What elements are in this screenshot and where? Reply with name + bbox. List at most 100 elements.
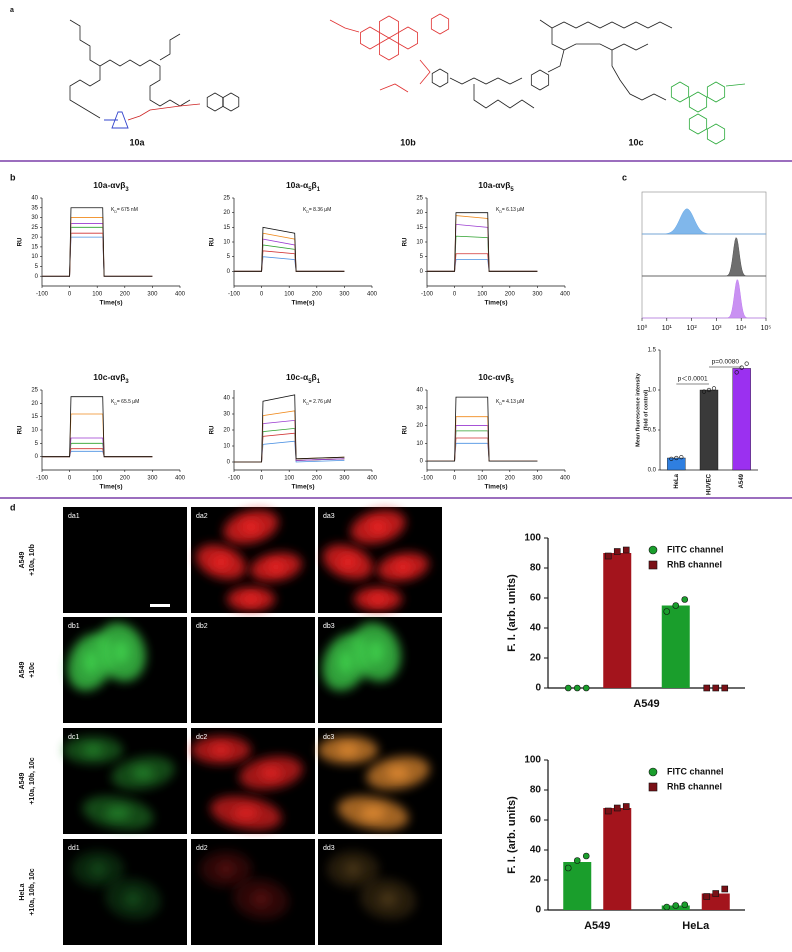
cells (200, 851, 289, 920)
nucleus (386, 766, 410, 780)
y-tick-label: 1.5 (648, 348, 657, 354)
data-point (744, 361, 749, 366)
y-axis-label: RU (403, 238, 409, 247)
nucleus (233, 806, 259, 820)
bond (611, 50, 667, 101)
x-tick-label: 200 (505, 476, 516, 482)
y-tick-label: 0.0 (648, 468, 657, 474)
data-point (604, 807, 612, 815)
row-label: +10a, 10b (29, 544, 36, 576)
panel-label: c (622, 172, 627, 182)
x-tick-label: -100 (36, 476, 49, 482)
data-point (679, 455, 684, 460)
x-tick-label: HeLa (674, 473, 680, 488)
ring (688, 113, 708, 135)
y-axis-label: RU (18, 426, 24, 435)
nucleus (88, 861, 108, 877)
x-tick-label: A549 (739, 473, 745, 488)
chart-title-part: 1 (317, 379, 321, 385)
row-label: HeLa (19, 883, 26, 900)
nucleus (210, 744, 232, 756)
sensorgram (42, 226, 153, 277)
y-tick-label: 10 (223, 444, 230, 450)
bar (661, 605, 690, 688)
cells (322, 509, 429, 611)
y-tick-label: 0 (35, 274, 39, 280)
data-point (672, 902, 680, 909)
sensorgram (42, 413, 153, 458)
chart-title: 10c-αvβ3 (93, 372, 129, 384)
histogram (642, 279, 766, 319)
y-tick-label: 0 (35, 454, 39, 460)
scale-bar (150, 604, 170, 607)
y-tick-label: 0 (227, 269, 231, 275)
bond (159, 33, 181, 61)
chart-title-part: 3 (125, 187, 129, 193)
x-tick-label: -100 (36, 292, 49, 298)
x-axis-label: A549 (633, 698, 659, 710)
kd-label: KD= 4.13 μM (496, 399, 524, 406)
row-label: A549 (19, 773, 26, 790)
compound-label: 10a (129, 137, 145, 147)
data-point (582, 852, 590, 860)
nucleus (242, 594, 260, 604)
cell-label: da3 (323, 513, 335, 520)
sensorgram (234, 394, 345, 463)
sensorgram (42, 223, 153, 277)
data-point (564, 864, 572, 872)
x-tick-label: 200 (312, 476, 323, 482)
y-tick-label: 0 (535, 683, 541, 694)
cells (63, 736, 175, 830)
sensorgram (234, 256, 345, 272)
chart-title-part: 10a-αvβ (93, 180, 125, 190)
chart-title: 10a-αvβ5 (478, 180, 514, 192)
nucleus (266, 561, 286, 573)
data-point (672, 602, 680, 609)
compound-label: 10c (628, 137, 643, 147)
row-label: +10a, 10b, 10c (29, 757, 36, 804)
kd-label-part: D (306, 210, 309, 214)
y-tick-label: 40 (31, 196, 38, 202)
chart-title-part: 10c-αvβ (478, 372, 510, 382)
x-tick-label: 400 (560, 292, 571, 298)
sensorgram (234, 419, 345, 463)
kd-label-part: = 65.5 μM (117, 399, 139, 405)
legend-marker (648, 767, 658, 777)
x-tick-label: 10¹ (662, 325, 673, 332)
data-point (703, 893, 711, 900)
x-tick-label: 300 (147, 292, 158, 298)
cell-label: dc3 (323, 734, 334, 741)
x-axis-label: Time(s) (485, 300, 508, 307)
sensorgram (42, 442, 153, 458)
bar (699, 389, 719, 471)
ring (688, 91, 708, 113)
y-tick-label: 0.5 (648, 428, 657, 434)
y-tick-label: 60 (530, 593, 542, 604)
ring (431, 68, 449, 88)
bond (69, 66, 101, 119)
x-tick-label: HeLa (682, 920, 710, 932)
sensorgram (427, 416, 538, 462)
x-tick-label: 200 (120, 292, 131, 298)
sensorgram (427, 396, 538, 462)
data-point (721, 684, 729, 692)
kd-label-part: D (499, 210, 502, 214)
x-tick-label: 200 (505, 292, 516, 298)
nucleus (343, 861, 363, 877)
sensorgram (42, 450, 153, 458)
y-axis-label: RU (210, 238, 216, 247)
legend-label: RhB channel (667, 781, 722, 791)
kd-label-part: K (496, 399, 500, 405)
ring (104, 111, 129, 129)
sensorgram (234, 232, 345, 272)
cell-label: dd2 (196, 845, 208, 852)
x-tick-label: 0 (68, 292, 72, 298)
y-tick-label: 20 (530, 653, 542, 664)
kd-label-part: D (499, 402, 502, 406)
y-tick-label: 20 (31, 401, 38, 407)
panel-label: a (10, 7, 14, 14)
x-tick-label: 300 (532, 292, 543, 298)
y-axis-label: F. I. (arb. units) (506, 574, 518, 652)
compound-label: 10b (400, 137, 416, 147)
nucleus (259, 766, 283, 780)
